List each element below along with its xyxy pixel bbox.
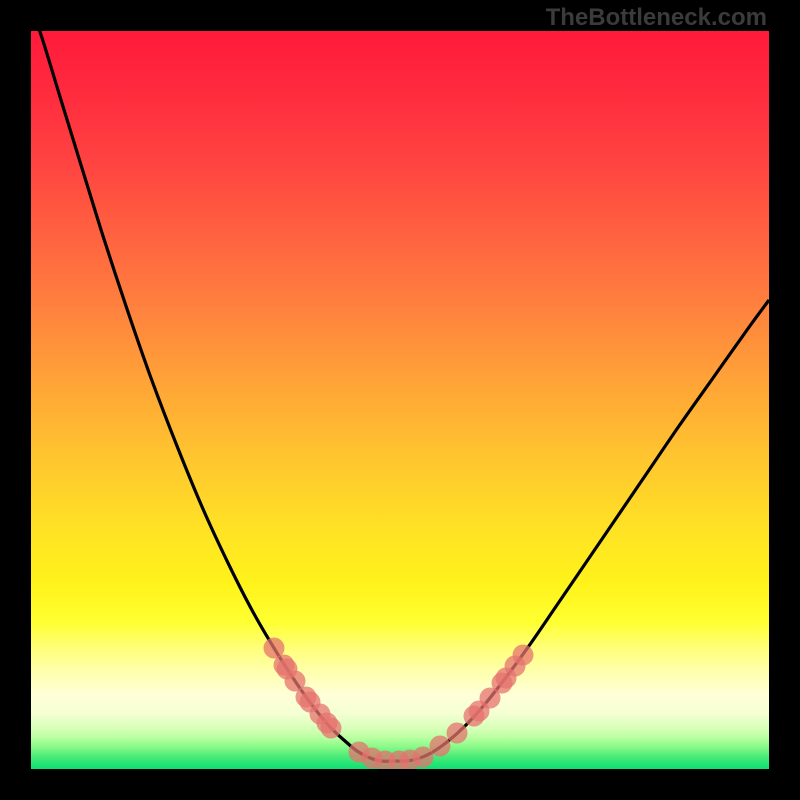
watermark-text: TheBottleneck.com (546, 4, 767, 32)
plot-area (31, 31, 769, 769)
gradient-background (31, 31, 769, 769)
chart-container: TheBottleneck.com (0, 0, 800, 800)
